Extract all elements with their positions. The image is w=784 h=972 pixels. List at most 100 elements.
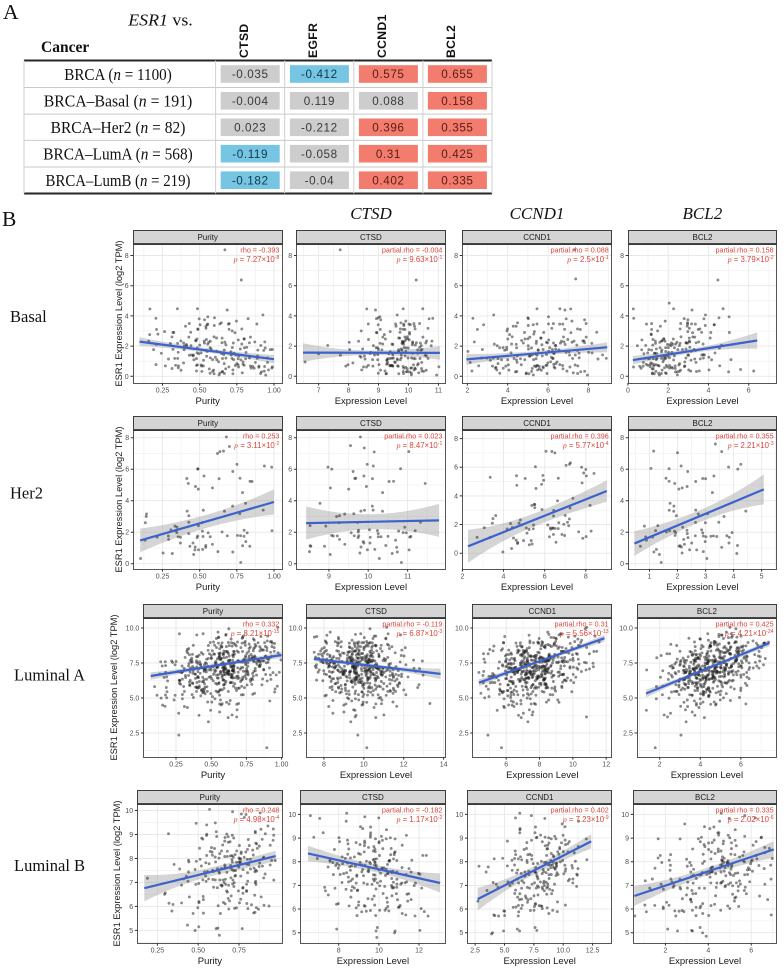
svg-text:BRCA–LumA (n = 568): BRCA–LumA (n = 568) [43,145,192,164]
svg-text:2: 2 [620,344,624,351]
svg-text:partial.rho = 0.31: partial.rho = 0.31 [555,619,609,628]
svg-text:Expression Level: Expression Level [671,770,743,781]
svg-text:8: 8 [584,574,588,581]
svg-text:rho = -0.393: rho = -0.393 [240,245,279,254]
svg-text:4: 4 [706,388,710,395]
svg-text:-0.058: -0.058 [301,148,338,161]
svg-text:Expression Level: Expression Level [501,582,573,593]
svg-text:10.0: 10.0 [556,948,570,955]
svg-text:A: A [3,0,19,24]
svg-text:BRCA–LumB (n = 219): BRCA–LumB (n = 219) [46,171,191,190]
svg-text:8: 8 [454,253,458,260]
svg-text:6: 6 [625,907,629,914]
svg-text:Purity: Purity [203,607,223,616]
svg-text:0.75: 0.75 [232,948,246,955]
svg-text:0: 0 [125,374,129,381]
svg-text:ESR1 Expression Level (log2 TP: ESR1 Expression Level (log2 TPM) [114,426,124,572]
svg-text:Expression Level: Expression Level [504,956,576,967]
svg-text:7.5: 7.5 [623,661,633,668]
svg-text:7.5: 7.5 [130,661,140,668]
svg-text:5: 5 [459,930,463,937]
svg-text:CCND1: CCND1 [523,233,551,242]
svg-text:Purity: Purity [196,582,221,593]
svg-text:0.402: 0.402 [372,174,404,187]
svg-text:BRCA (n = 1100): BRCA (n = 1100) [64,65,172,84]
svg-text:6: 6 [454,283,458,290]
svg-text:Her2: Her2 [10,484,43,503]
svg-text:p = 8.47×10-1: p = 8.47×10-1 [396,441,443,450]
svg-text:0.50: 0.50 [193,574,207,581]
svg-text:rho = 0.332: rho = 0.332 [243,619,280,628]
svg-text:1.00: 1.00 [267,574,281,581]
svg-text:12: 12 [415,948,423,955]
svg-text:2: 2 [663,948,667,955]
svg-text:0: 0 [620,561,624,568]
svg-text:Expression Level: Expression Level [340,770,412,781]
svg-text:5.0: 5.0 [459,696,469,703]
svg-text:Luminal B: Luminal B [14,856,85,875]
svg-text:6: 6 [620,283,624,290]
svg-text:6: 6 [454,465,458,472]
svg-text:12: 12 [602,762,610,769]
svg-text:2.5: 2.5 [623,731,633,738]
svg-text:-0.04: -0.04 [305,174,335,187]
svg-text:p = 3.79×10-2: p = 3.79×10-2 [727,255,774,264]
svg-text:0.119: 0.119 [304,95,335,108]
svg-text:rho = 0.253: rho = 0.253 [243,431,280,440]
svg-text:EGFR: EGFR [306,23,320,58]
svg-text:BCL2: BCL2 [692,419,713,428]
svg-text:p = 4.98×10-4: p = 4.98×10-4 [233,815,280,824]
svg-text:6: 6 [459,907,463,914]
svg-text:12.5: 12.5 [586,948,600,955]
svg-text:0: 0 [454,374,458,381]
svg-text:Luminal A: Luminal A [14,666,85,685]
svg-text:11: 11 [404,574,411,581]
svg-text:6: 6 [125,467,129,474]
svg-text:-0.212: -0.212 [301,121,338,134]
svg-text:BRCA–Her2 (n = 82): BRCA–Her2 (n = 82) [51,118,186,137]
svg-text:10: 10 [456,812,464,819]
svg-text:0.50: 0.50 [191,948,205,955]
svg-text:p = 7.27×10-8: p = 7.27×10-8 [233,255,280,264]
svg-text:2: 2 [666,388,670,395]
svg-text:9: 9 [377,388,381,395]
svg-text:0.088: 0.088 [372,95,404,108]
svg-text:BCL2: BCL2 [695,793,716,802]
svg-text:Expression Level: Expression Level [506,770,578,781]
svg-text:9: 9 [292,836,296,843]
svg-text:0.75: 0.75 [230,574,244,581]
svg-text:0: 0 [620,374,624,381]
svg-text:0.396: 0.396 [372,121,404,134]
svg-text:7: 7 [317,388,321,395]
svg-text:0.023: 0.023 [234,121,266,134]
svg-text:2.5: 2.5 [459,731,469,738]
svg-text:8: 8 [620,435,624,442]
svg-text:p = 5.56×10-13: p = 5.56×10-13 [559,629,609,638]
svg-text:0.355: 0.355 [441,121,473,134]
svg-text:CCND1: CCND1 [510,204,565,223]
svg-text:2: 2 [288,344,292,351]
svg-text:9: 9 [625,836,629,843]
svg-text:2: 2 [465,388,469,395]
svg-text:B: B [2,207,16,231]
svg-text:6: 6 [288,283,292,290]
svg-text:p = 9.63×10-1: p = 9.63×10-1 [396,255,443,264]
svg-text:8: 8 [586,388,590,395]
svg-text:Expression Level: Expression Level [666,396,738,407]
svg-text:2: 2 [620,530,624,537]
svg-text:0: 0 [454,551,458,558]
svg-text:11: 11 [435,388,442,395]
svg-text:0.158: 0.158 [441,95,473,108]
svg-text:6: 6 [504,762,508,769]
svg-text:partial.rho = 0.355: partial.rho = 0.355 [715,431,773,440]
svg-text:partial.rho = 0.402: partial.rho = 0.402 [551,805,609,814]
svg-text:4: 4 [698,762,702,769]
svg-text:10: 10 [569,762,577,769]
svg-text:CTSD: CTSD [360,419,382,428]
svg-text:-0.412: -0.412 [301,68,338,81]
svg-text:4: 4 [620,498,624,505]
svg-text:6: 6 [292,907,296,914]
svg-text:10: 10 [375,948,383,955]
svg-text:partial.rho = 0.088: partial.rho = 0.088 [551,245,609,254]
svg-text:10.0: 10.0 [619,626,633,633]
